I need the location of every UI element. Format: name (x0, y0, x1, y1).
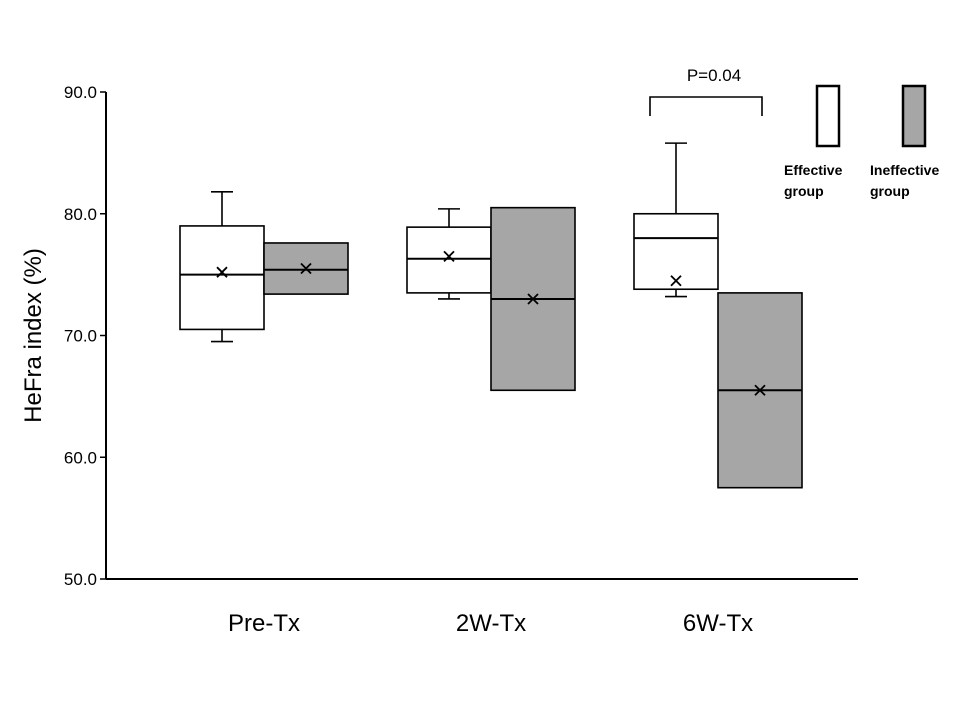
y-tick-label: 70.0 (64, 327, 97, 346)
legend-label: Effective (784, 162, 843, 178)
iqr-box (179, 225, 265, 331)
box-ineffective-0 (263, 242, 349, 295)
box-ineffective-2 (717, 292, 803, 489)
mean-marker (443, 250, 455, 262)
legend-swatch-effective (815, 84, 841, 148)
axes: 50.0 60.0 70.0 80.0 90.0 HeFra index (%) Pre-T… (20, 83, 858, 637)
x-category-label: 2W-Tx (456, 610, 526, 637)
y-tick-label: 80.0 (64, 205, 97, 224)
legend-label: group (784, 183, 824, 199)
legend-label: Ineffective (870, 162, 939, 178)
mean-marker (754, 384, 766, 396)
boxes (179, 142, 803, 489)
mean-marker (216, 266, 228, 278)
annotations: P=0.04 (649, 66, 763, 116)
legend-swatch-ineffective (901, 84, 927, 148)
legend-label: group (870, 183, 910, 199)
legend: Effective group Ineffective group (784, 84, 939, 199)
box-effective-0 (179, 191, 265, 343)
y-tick-label: 60.0 (64, 448, 97, 467)
y-tick-label: 50.0 (64, 570, 97, 589)
box-effective-2 (633, 142, 719, 298)
y-tick-label: 90.0 (64, 83, 97, 102)
iqr-box (406, 226, 492, 294)
iqr-box (633, 212, 719, 291)
mean-marker (300, 262, 312, 275)
box-ineffective-1 (490, 206, 576, 392)
x-category-label: Pre-Tx (228, 610, 300, 637)
y-axis-title: HeFra index (%) (20, 248, 47, 423)
p-value-label: P=0.04 (687, 66, 741, 85)
mean-marker (527, 293, 539, 305)
box-effective-1 (406, 208, 492, 300)
mean-marker (670, 275, 682, 287)
significance-bracket (649, 96, 763, 116)
x-category-label: 6W-Tx (683, 610, 753, 637)
